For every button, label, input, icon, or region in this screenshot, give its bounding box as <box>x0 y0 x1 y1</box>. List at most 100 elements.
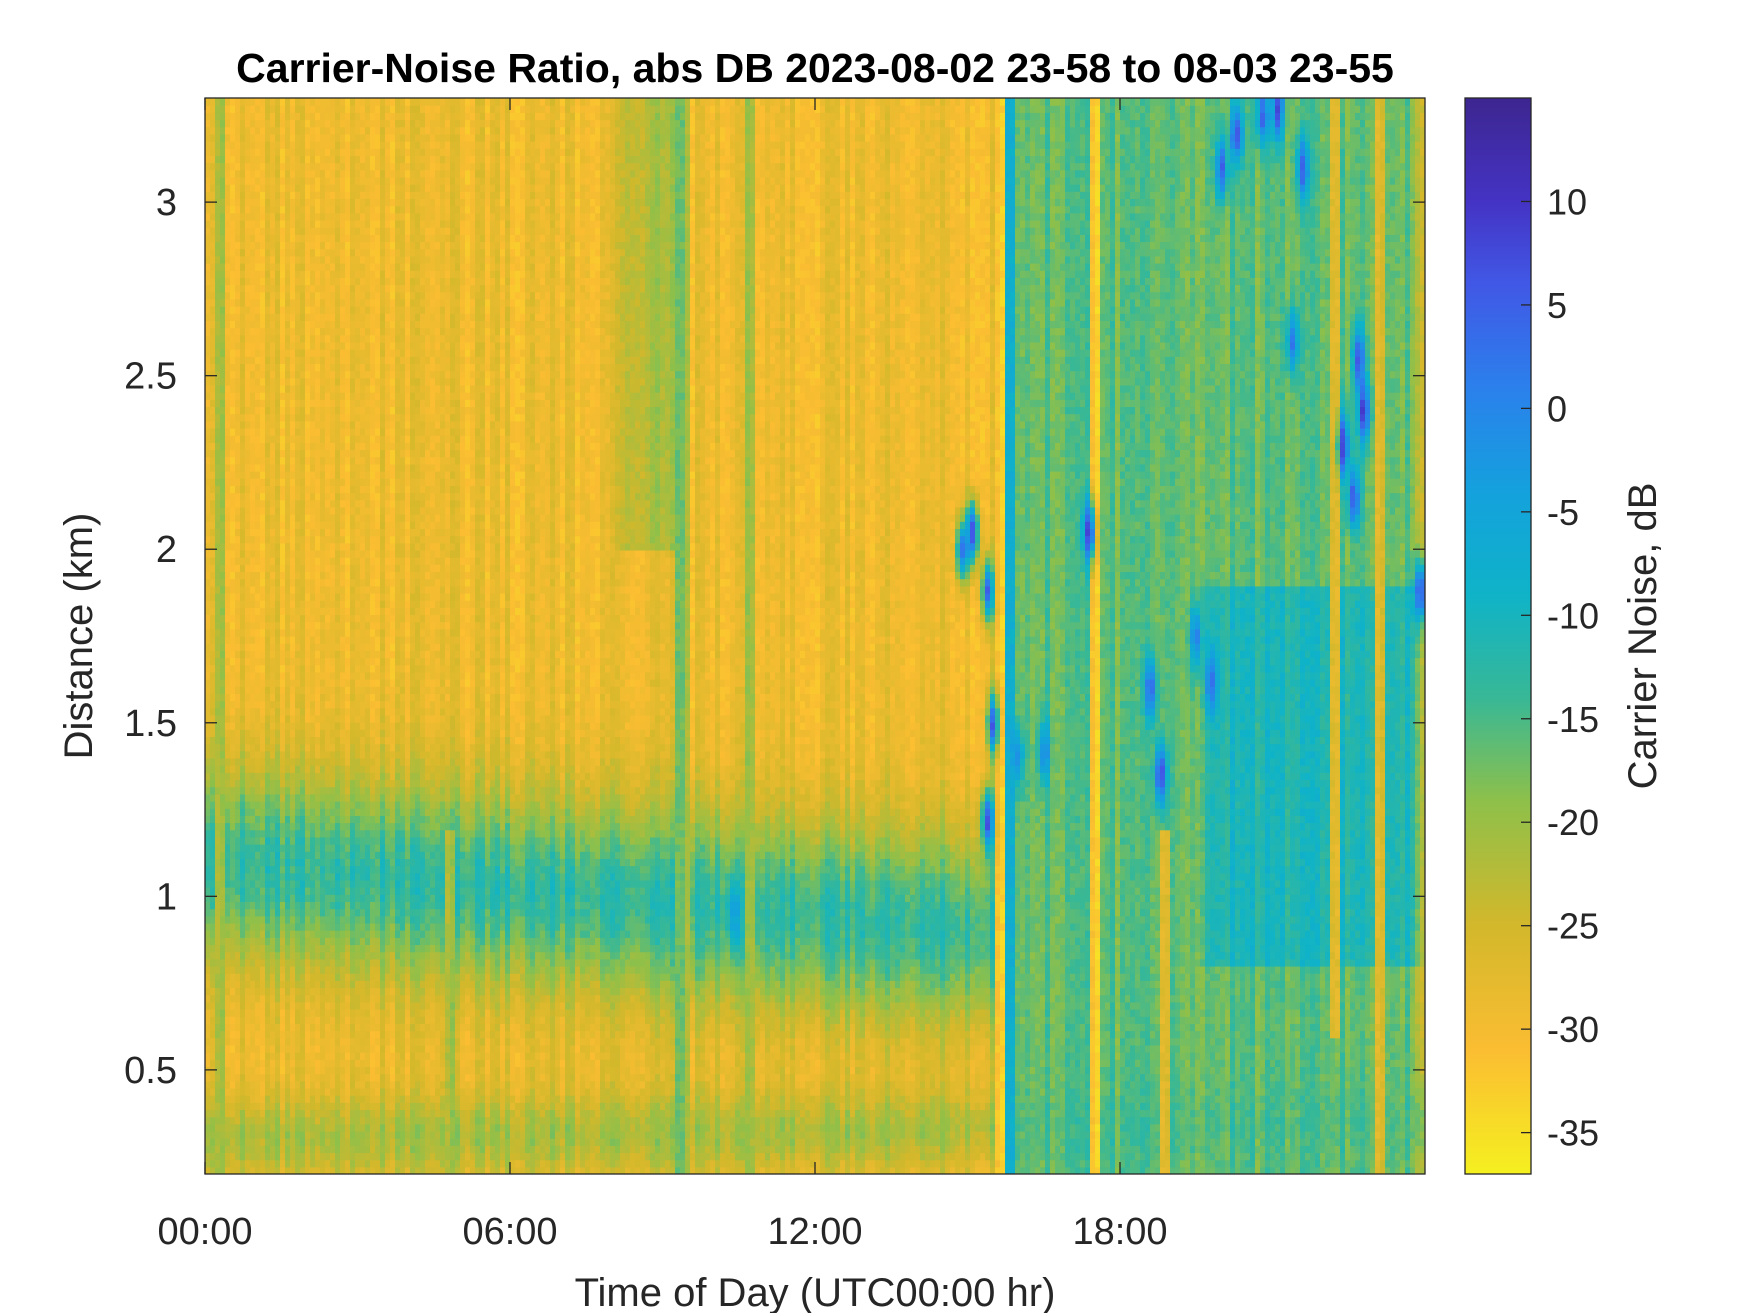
heatmap-cell <box>330 148 336 156</box>
heatmap-cell <box>345 356 351 364</box>
heatmap-cell <box>205 557 211 565</box>
heatmap-cell <box>210 873 216 881</box>
heatmap-cell <box>325 579 331 587</box>
heatmap-cell <box>300 837 306 845</box>
heatmap-cell <box>350 550 356 558</box>
heatmap-cell <box>330 134 336 142</box>
heatmap-cell <box>350 708 356 716</box>
heatmap-cell <box>280 1016 286 1024</box>
heatmap-cell <box>235 672 241 680</box>
heatmap-cell <box>250 866 256 874</box>
heatmap-cell <box>225 794 231 802</box>
heatmap-cell <box>340 686 346 694</box>
heatmap-cell <box>270 163 276 171</box>
heatmap-cell <box>350 593 356 601</box>
heatmap-cell <box>370 1160 376 1168</box>
heatmap-cell <box>330 485 336 493</box>
heatmap-cell <box>265 995 271 1003</box>
heatmap-cell <box>225 256 231 264</box>
heatmap-cell <box>220 751 226 759</box>
heatmap-cell <box>285 801 291 809</box>
heatmap-cell <box>325 191 331 199</box>
heatmap-cell <box>275 435 281 443</box>
heatmap-cell <box>310 256 316 264</box>
heatmap-cell <box>355 528 361 536</box>
heatmap-cell <box>285 198 291 206</box>
heatmap-cell <box>365 399 371 407</box>
heatmap-cell <box>255 299 261 307</box>
heatmap-cell <box>320 363 326 371</box>
heatmap-cell <box>225 543 231 551</box>
heatmap-cell <box>365 285 371 293</box>
heatmap-cell <box>345 916 351 924</box>
heatmap-cell <box>210 1031 216 1039</box>
heatmap-cell <box>220 256 226 264</box>
heatmap-cell <box>365 536 371 544</box>
heatmap-cell <box>330 198 336 206</box>
heatmap-cell <box>285 406 291 414</box>
heatmap-cell <box>270 980 276 988</box>
heatmap-cell <box>330 607 336 615</box>
heatmap-cell <box>280 105 286 113</box>
heatmap-cell <box>285 191 291 199</box>
heatmap-cell <box>225 873 231 881</box>
heatmap-cell <box>280 406 286 414</box>
heatmap-cell <box>355 693 361 701</box>
heatmap-cell <box>355 406 361 414</box>
heatmap-cell <box>285 794 291 802</box>
heatmap-cell <box>345 478 351 486</box>
heatmap-cell <box>355 112 361 120</box>
heatmap-cell <box>250 406 256 414</box>
heatmap-cell <box>310 930 316 938</box>
heatmap-cell <box>295 356 301 364</box>
heatmap-cell <box>350 342 356 350</box>
heatmap-cell <box>340 801 346 809</box>
heatmap-cell <box>355 751 361 759</box>
heatmap-cell <box>340 428 346 436</box>
heatmap-cell <box>245 213 251 221</box>
heatmap-cell <box>355 901 361 909</box>
heatmap-cell <box>255 241 261 249</box>
heatmap-cell <box>340 514 346 522</box>
heatmap-cell <box>240 141 246 149</box>
heatmap-cell <box>255 478 261 486</box>
heatmap-cell <box>230 600 236 608</box>
heatmap-cell <box>295 715 301 723</box>
heatmap-cell <box>325 987 331 995</box>
heatmap-cell <box>270 866 276 874</box>
heatmap-cell <box>245 937 251 945</box>
heatmap-cell <box>215 701 221 709</box>
heatmap-cell <box>265 1109 271 1117</box>
heatmap-cell <box>240 614 246 622</box>
heatmap-cell <box>285 758 291 766</box>
heatmap-cell <box>255 701 261 709</box>
heatmap-cell <box>355 191 361 199</box>
heatmap-cell <box>365 1052 371 1060</box>
heatmap-cell <box>355 1124 361 1132</box>
heatmap-cell <box>215 320 221 328</box>
heatmap-cell <box>360 794 366 802</box>
heatmap-cell <box>365 170 371 178</box>
heatmap-cell <box>250 241 256 249</box>
heatmap-cell <box>210 155 216 163</box>
heatmap-cell <box>205 1002 211 1010</box>
heatmap-cell <box>300 98 306 106</box>
heatmap-cell <box>365 779 371 787</box>
heatmap-cell <box>285 471 291 479</box>
heatmap-cell <box>345 715 351 723</box>
heatmap-cell <box>205 987 211 995</box>
heatmap-cell <box>345 134 351 142</box>
heatmap-cell <box>345 959 351 967</box>
heatmap-cell <box>275 729 281 737</box>
heatmap-cell <box>280 399 286 407</box>
heatmap-cell <box>325 521 331 529</box>
heatmap-cell <box>365 98 371 106</box>
heatmap-cell <box>215 909 221 917</box>
heatmap-cell <box>350 249 356 257</box>
heatmap-cell <box>345 270 351 278</box>
heatmap-cell <box>265 206 271 214</box>
heatmap-cell <box>345 1016 351 1024</box>
heatmap-cell <box>255 1074 261 1082</box>
heatmap-cell <box>275 155 281 163</box>
heatmap-cell <box>345 371 351 379</box>
